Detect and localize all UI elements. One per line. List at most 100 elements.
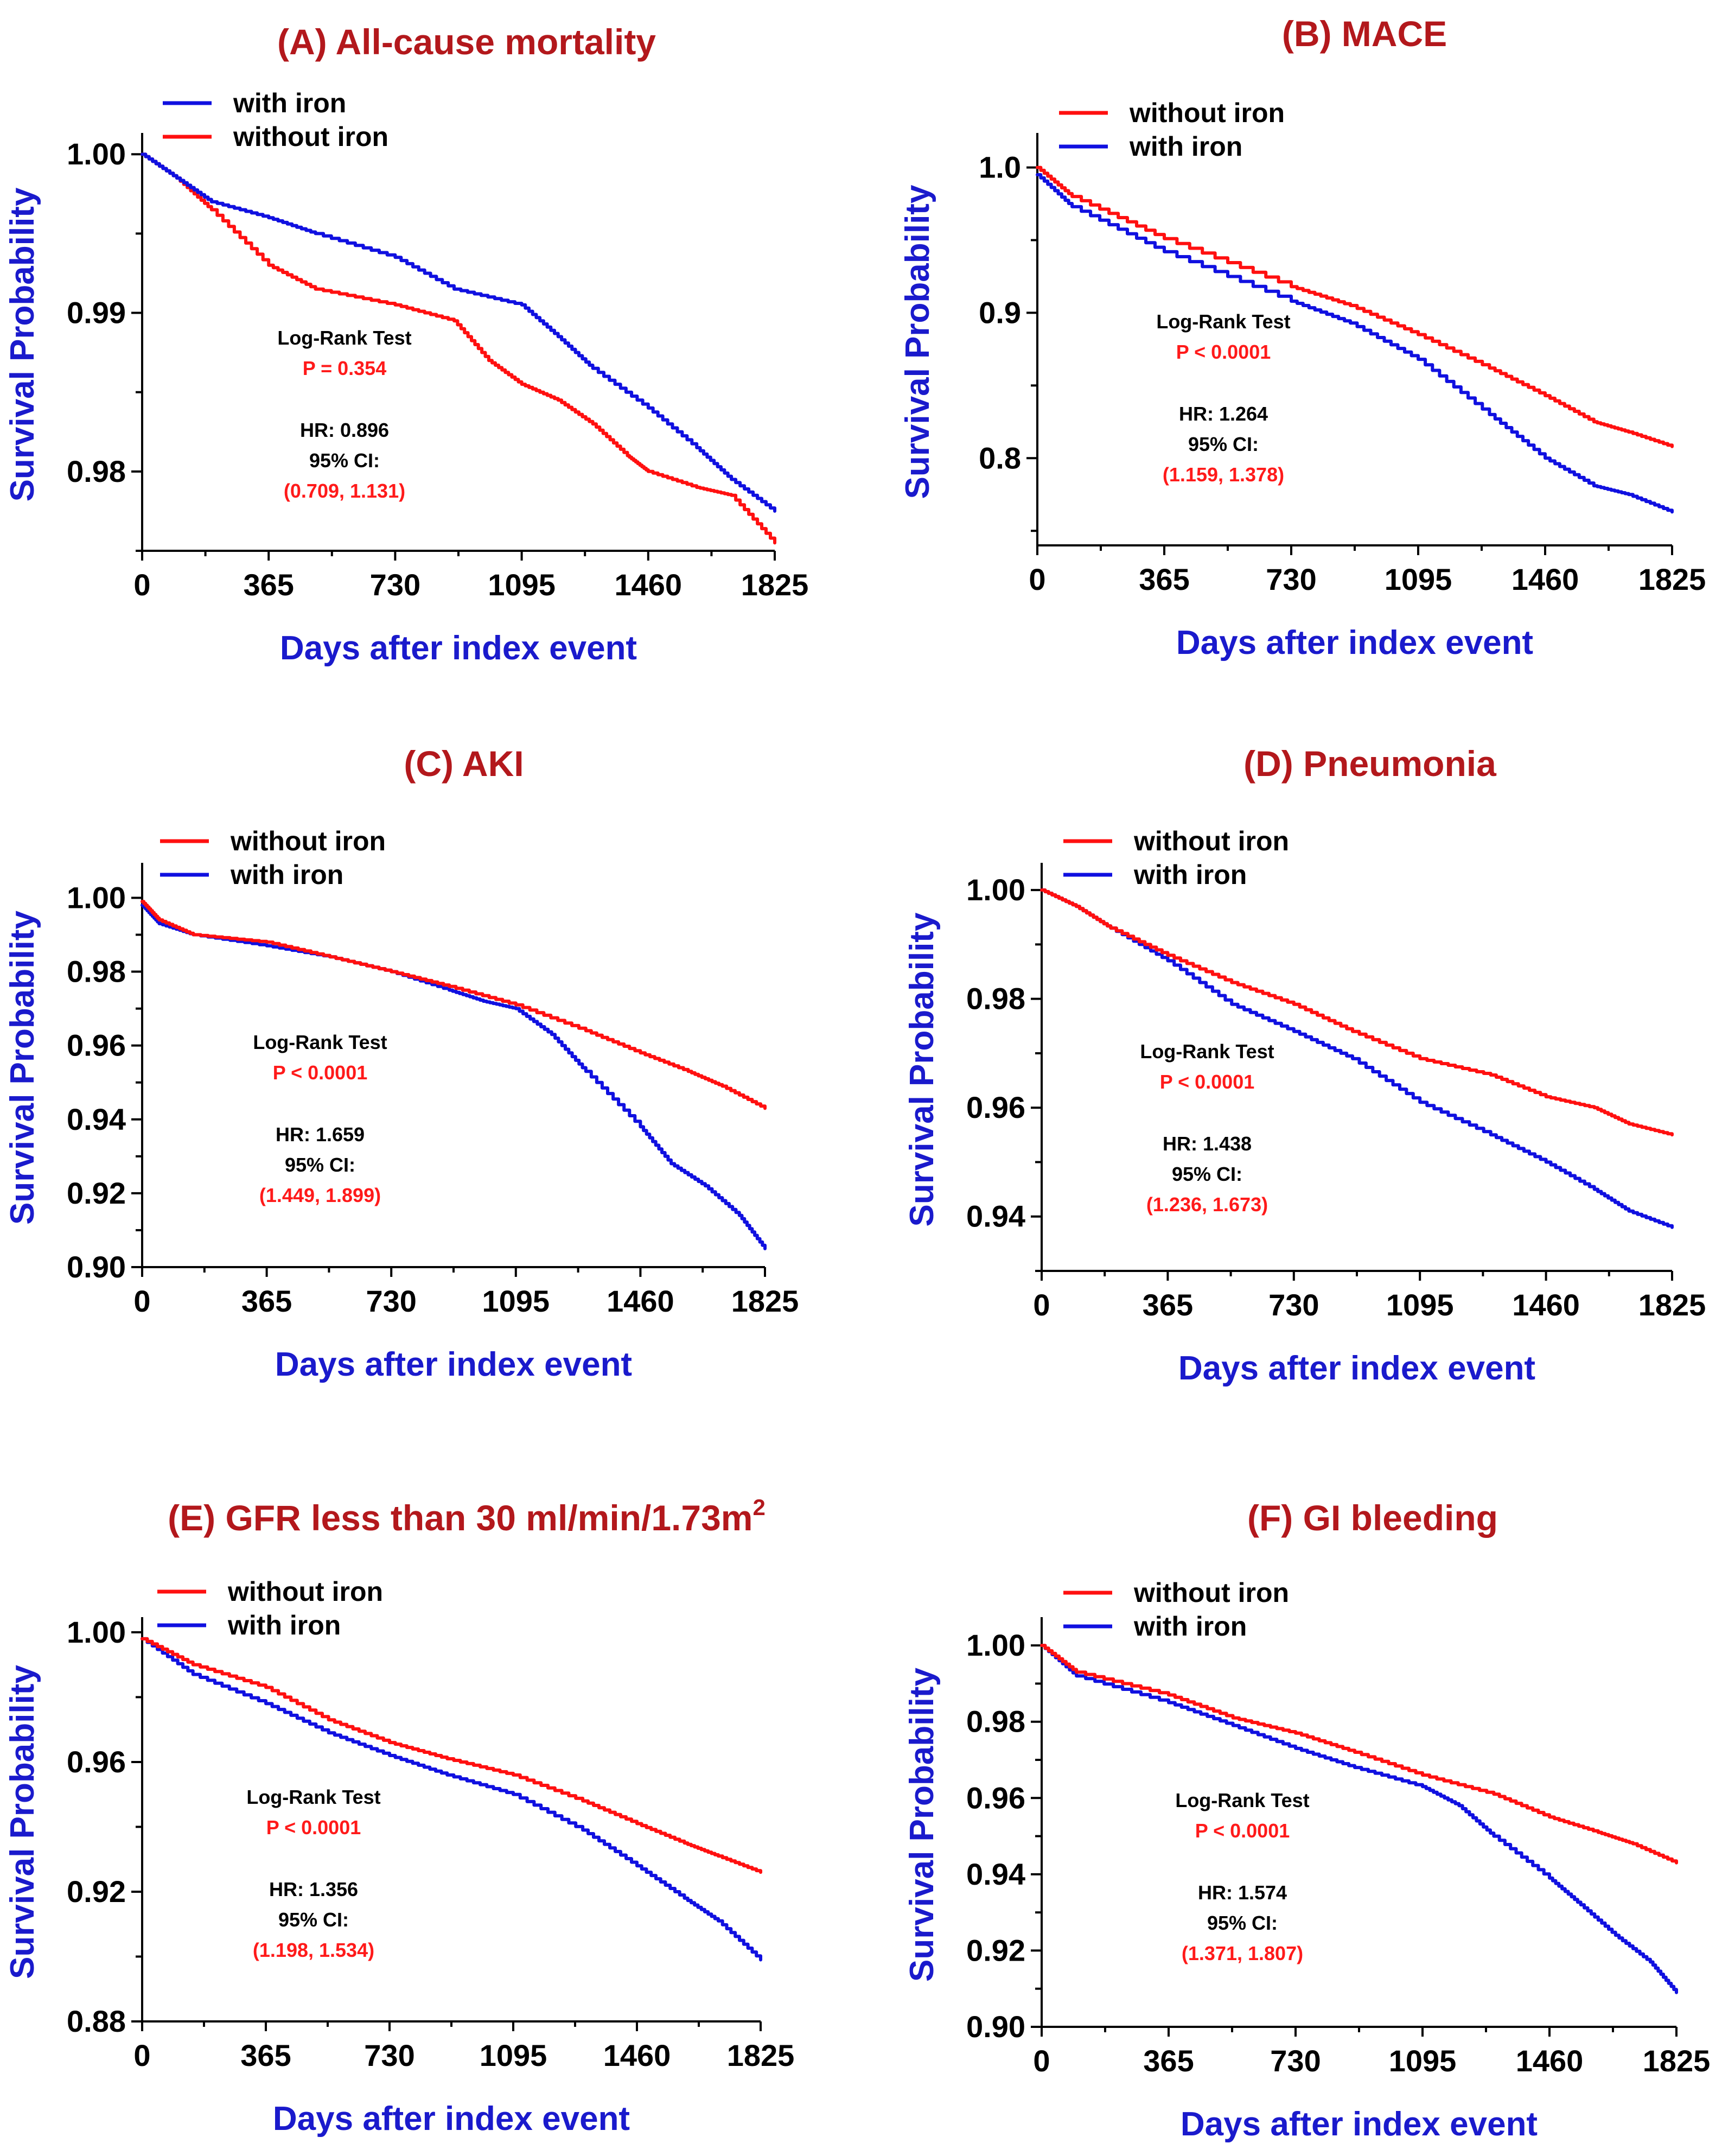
- legend-label-with-iron: with iron: [1129, 131, 1242, 162]
- chart-panel-a: (A) All-cause mortality 0 365 730 1095 1460 18…: [4, 22, 808, 667]
- ci-label: 95% CI:: [1207, 1912, 1278, 1934]
- x-tick-label: 365: [1139, 562, 1189, 596]
- x-tick-label: 365: [1143, 2044, 1194, 2078]
- x-axis-label: Days after index event: [273, 2100, 630, 2138]
- hazard-ratio: HR: 1.438: [1163, 1133, 1252, 1155]
- series-line-without-iron: [141, 152, 776, 545]
- y-tick-label: 0.96: [966, 1090, 1025, 1124]
- ci-label: 95% CI:: [285, 1154, 355, 1176]
- hazard-ratio: HR: 0.896: [300, 419, 389, 441]
- chart-title: (A) All-cause mortality: [277, 22, 656, 62]
- y-axis-label: Survival Probability: [4, 187, 41, 501]
- y-tick-label: 0.92: [67, 1176, 126, 1210]
- legend-label-with-iron: with iron: [230, 860, 343, 890]
- x-axis-label: Days after index event: [1181, 2106, 1538, 2143]
- ci-label: 95% CI:: [278, 1909, 349, 1931]
- y-tick-label: 0.90: [966, 2009, 1025, 2044]
- logrank-label: Log-Rank Test: [1140, 1040, 1274, 1063]
- y-axis-label: Survival Probability: [903, 912, 941, 1226]
- x-tick-label: 1825: [1643, 2044, 1711, 2078]
- x-tick-label: 730: [370, 568, 420, 602]
- y-tick-label: 0.8: [979, 441, 1021, 475]
- chart-title: (D) Pneumonia: [1243, 743, 1497, 784]
- y-tick-label: 1.00: [67, 1615, 126, 1649]
- series-line-without-iron: [1040, 1644, 1678, 1865]
- y-tick-label: 0.96: [67, 1028, 126, 1063]
- y-tick-label: 1.0: [979, 150, 1021, 185]
- chart-title-superscript: 2: [752, 1494, 765, 1520]
- logrank-label: Log-Rank Test: [246, 1786, 380, 1808]
- y-tick-label: 0.9: [979, 295, 1021, 329]
- chart-title-text: (D) Pneumonia: [1243, 743, 1497, 784]
- x-axis-label: Days after index event: [280, 629, 637, 667]
- y-axis-label: Survival Probability: [4, 1665, 41, 1979]
- legend-label-without-iron: without iron: [1133, 1578, 1289, 1608]
- x-tick-label: 0: [133, 2038, 150, 2072]
- x-tick-label: 1460: [1511, 562, 1579, 596]
- y-tick-label: 0.94: [966, 1199, 1025, 1233]
- ci-value: (1.371, 1.807): [1182, 1942, 1303, 1964]
- y-tick-label: 0.99: [67, 296, 126, 330]
- hazard-ratio: HR: 1.574: [1198, 1881, 1287, 1904]
- y-tick-label: 0.98: [966, 982, 1025, 1016]
- x-tick-label: 730: [364, 2038, 414, 2072]
- y-tick-label: 1.00: [966, 1628, 1025, 1662]
- y-tick-label: 0.90: [67, 1250, 126, 1284]
- chart-title: (E) GFR less than 30 ml/min/1.73m2: [168, 1494, 766, 1538]
- x-tick-label: 1460: [1516, 2044, 1584, 2078]
- x-tick-label: 1825: [1638, 562, 1706, 596]
- x-tick-label: 0: [133, 568, 150, 602]
- chart-title-text: (C) AKI: [404, 743, 524, 784]
- series-line-without-iron: [141, 900, 767, 1110]
- chart-title: (B) MACE: [1282, 14, 1447, 54]
- ci-value: (1.449, 1.899): [259, 1184, 381, 1206]
- y-tick-label: 0.98: [67, 454, 126, 488]
- series-line-with-iron: [1040, 1644, 1678, 1994]
- x-tick-label: 365: [1143, 1288, 1193, 1322]
- ci-label: 95% CI:: [309, 449, 380, 472]
- x-tick-label: 0: [1029, 562, 1045, 596]
- y-tick-label: 1.00: [67, 880, 126, 914]
- chart-panel-d: (D) Pneumonia 0 365 730 1095 1460 1825 0.94 0.96…: [903, 743, 1706, 1387]
- x-tick-label: 365: [240, 2038, 291, 2072]
- y-tick-label: 0.94: [966, 1857, 1025, 1891]
- series-line-without-iron: [1040, 888, 1674, 1137]
- legend-label-with-iron: with iron: [1133, 860, 1247, 890]
- y-tick-label: 0.98: [966, 1705, 1025, 1739]
- x-tick-label: 730: [1270, 2044, 1321, 2078]
- ci-value: (1.198, 1.534): [253, 1939, 374, 1961]
- chart-panel-c: (C) AKI 0 365 730 1095 1460 1825 0.90 0.92 0.94 0.…: [4, 743, 799, 1383]
- p-value: P < 0.0001: [1176, 341, 1271, 363]
- y-tick-label: 0.88: [67, 2004, 126, 2038]
- x-tick-label: 365: [243, 568, 294, 602]
- x-tick-label: 1460: [607, 1284, 674, 1318]
- ci-value: (1.236, 1.673): [1146, 1193, 1268, 1216]
- x-tick-label: 1825: [1638, 1288, 1706, 1322]
- hazard-ratio: HR: 1.356: [269, 1878, 358, 1900]
- legend-label-without-iron: without iron: [1129, 98, 1285, 128]
- x-tick-label: 1095: [1386, 1288, 1454, 1322]
- x-tick-label: 1095: [1385, 562, 1452, 596]
- chart-panel-f: (F) GI bleeding 0 365 730 1095 1460 1825 0.90 0.…: [903, 1498, 1710, 2143]
- y-axis-label: Survival Probability: [4, 911, 41, 1225]
- y-tick-label: 0.92: [966, 1933, 1025, 1967]
- ci-value: (0.709, 1.131): [284, 480, 405, 502]
- x-tick-label: 1095: [1389, 2044, 1457, 2078]
- y-tick-label: 0.92: [67, 1874, 126, 1909]
- y-tick-label: 0.96: [966, 1780, 1025, 1815]
- x-tick-label: 365: [241, 1284, 292, 1318]
- x-tick-label: 1825: [731, 1284, 799, 1318]
- p-value: P < 0.0001: [266, 1816, 361, 1839]
- x-tick-label: 0: [133, 1284, 150, 1318]
- ci-value: (1.159, 1.378): [1163, 463, 1284, 486]
- y-axis-label: Survival Probability: [899, 185, 936, 499]
- x-tick-label: 1095: [488, 568, 556, 602]
- p-value: P < 0.0001: [1160, 1071, 1255, 1093]
- logrank-label: Log-Rank Test: [253, 1031, 387, 1053]
- x-tick-label: 1825: [741, 568, 809, 602]
- p-value: P < 0.0001: [1195, 1820, 1290, 1842]
- y-axis-label: Survival Probability: [903, 1668, 941, 1982]
- x-tick-label: 1095: [482, 1284, 550, 1318]
- legend-label-with-iron: with iron: [1133, 1611, 1247, 1642]
